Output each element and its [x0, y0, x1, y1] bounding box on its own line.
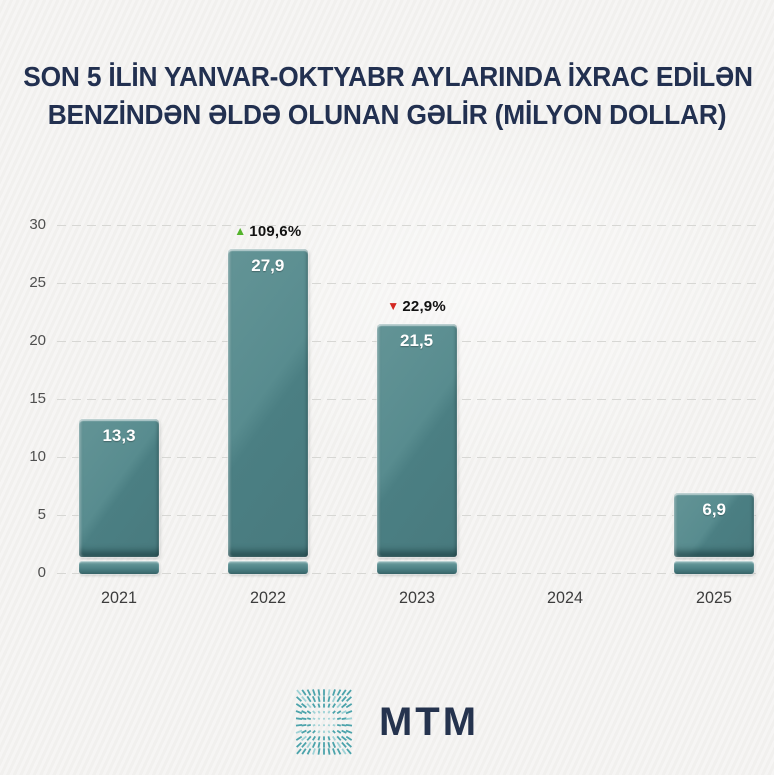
change-annotation-2022: ▲ 109,6%	[198, 223, 338, 240]
x-axis-label-2024: 2024	[547, 588, 584, 607]
mtm-logo-icon	[295, 689, 353, 755]
bar-base-2023	[376, 561, 457, 574]
bar-2021: 13,3	[79, 418, 159, 557]
up-triangle-icon: ▲	[234, 224, 247, 239]
bar-base-2021	[79, 561, 159, 574]
bar-value-2021: 13,3	[102, 425, 136, 445]
x-axis-label-2021: 2021	[101, 588, 137, 607]
gridline-y25	[57, 283, 760, 284]
brand-footer: MTM	[0, 687, 774, 757]
bar-2023: 21,5	[376, 323, 457, 557]
x-axis-label-2022: 2022	[249, 588, 286, 607]
y-axis-tick-10: 10	[29, 448, 46, 465]
bar-2025: 6,9	[674, 492, 755, 557]
y-axis-tick-5: 5	[37, 506, 46, 523]
change-percent-text: 109,6%	[249, 223, 302, 241]
chart-title: SON 5 İLİN YANVAR-OKTYABR AYLARINDA İXRA…	[0, 58, 774, 134]
y-axis-tick-20: 20	[29, 332, 46, 349]
chart-title-line2: BENZİNDƏN ƏLDƏ OLUNAN GƏLİR (MİLYON DOLL…	[47, 99, 727, 130]
y-axis-tick-30: 30	[29, 216, 46, 233]
chart-title-line1: SON 5 İLİN YANVAR-OKTYABR AYLARINDA İXRA…	[23, 61, 753, 92]
y-axis-tick-25: 25	[29, 274, 46, 291]
change-percent-text: 22,9%	[402, 297, 446, 315]
bar-value-2023: 21,5	[400, 330, 434, 350]
y-axis-tick-0: 0	[37, 564, 46, 581]
down-triangle-icon: ▼	[387, 298, 400, 313]
bar-value-2022: 27,9	[251, 256, 285, 276]
x-axis-label-2023: 2023	[398, 588, 435, 607]
bar-2022: 27,9	[227, 249, 308, 557]
gridline-y30	[57, 225, 760, 226]
bar-value-2025: 6,9	[702, 499, 726, 519]
x-axis-label-2025: 2025	[696, 588, 733, 607]
bar-base-2025	[674, 561, 755, 574]
brand-name: MTM	[378, 699, 480, 744]
bar-base-2022	[227, 561, 308, 574]
change-annotation-2023: ▼ 22,9%	[347, 298, 487, 315]
y-axis-tick-15: 15	[29, 390, 46, 407]
